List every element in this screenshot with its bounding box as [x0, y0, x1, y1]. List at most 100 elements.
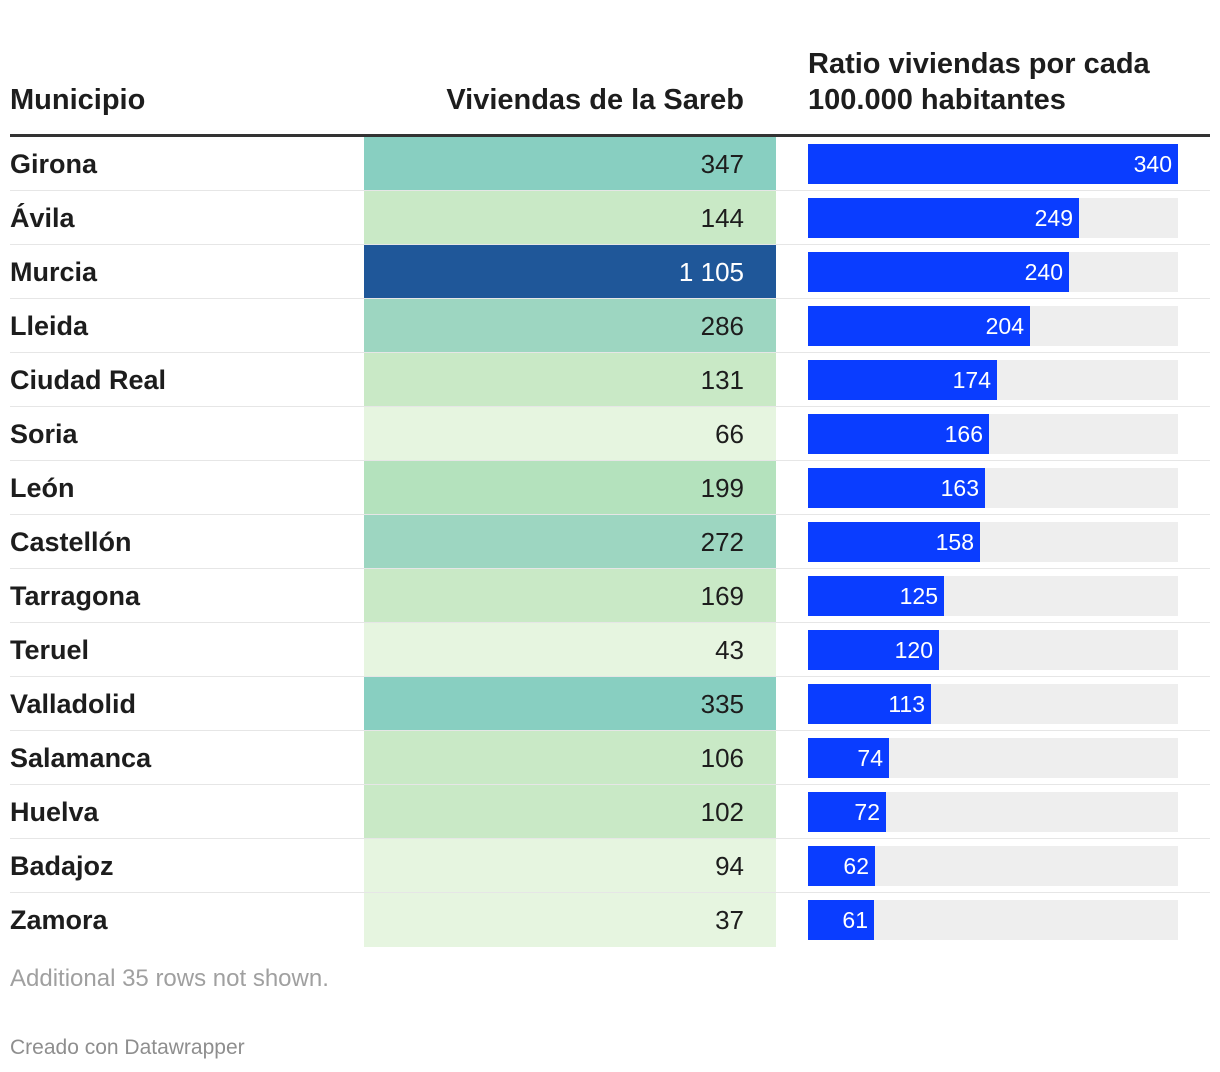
viviendas-heat-cell: 1 105 — [364, 245, 776, 299]
municipio-cell: Girona — [10, 149, 98, 179]
viviendas-value: 335 — [700, 689, 744, 719]
municipio-cell: Ávila — [10, 203, 75, 233]
row-divider — [10, 730, 1210, 731]
ratio-bar: 61 — [808, 900, 874, 940]
municipio-cell: Tarragona — [10, 581, 141, 611]
municipio-cell: Zamora — [10, 905, 108, 935]
row-divider — [10, 460, 1210, 461]
ratio-value: 62 — [843, 853, 869, 879]
ratio-value: 240 — [1024, 259, 1063, 285]
header-ratio: Ratio viviendas por cada 100.000 habitan… — [808, 46, 1208, 118]
municipio-cell: Badajoz — [10, 851, 114, 881]
viviendas-value: 286 — [700, 311, 744, 341]
ratio-bar: 204 — [808, 306, 1030, 346]
municipio-cell: Soria — [10, 419, 78, 449]
row-divider — [10, 892, 1210, 893]
ratio-bar-track: 125 — [808, 576, 1178, 616]
ratio-value: 125 — [899, 583, 938, 609]
viviendas-heat-cell: 131 — [364, 353, 776, 407]
ratio-bar: 72 — [808, 792, 886, 832]
table-row: Huelva 102 72 — [0, 785, 1220, 839]
viviendas-heat-cell: 43 — [364, 623, 776, 677]
row-divider — [10, 676, 1210, 677]
viviendas-value: 94 — [715, 851, 744, 881]
header-ratio-line1: Ratio viviendas por cada — [808, 48, 1150, 80]
ratio-value: 72 — [854, 799, 880, 825]
header-ratio-line2: 100.000 habitantes — [808, 84, 1066, 116]
municipio-cell: Teruel — [10, 635, 90, 665]
table-row: Badajoz 94 62 — [0, 839, 1220, 893]
table-row: Teruel 43 120 — [0, 623, 1220, 677]
municipio-cell: León — [10, 473, 75, 503]
ratio-bar-track: 62 — [808, 846, 1178, 886]
row-divider — [10, 298, 1210, 299]
viviendas-value: 347 — [700, 149, 744, 179]
ratio-bar-track: 163 — [808, 468, 1178, 508]
ratio-value: 174 — [952, 367, 991, 393]
viviendas-heat-cell: 102 — [364, 785, 776, 839]
row-divider — [10, 622, 1210, 623]
row-divider — [10, 514, 1210, 515]
viviendas-heat-cell: 106 — [364, 731, 776, 785]
ratio-bar-track: 72 — [808, 792, 1178, 832]
table-row: Valladolid 335 113 — [0, 677, 1220, 731]
viviendas-value: 106 — [700, 743, 744, 773]
viviendas-value: 169 — [700, 581, 744, 611]
ratio-bar: 120 — [808, 630, 939, 670]
ratio-bar-track: 61 — [808, 900, 1178, 940]
row-divider — [10, 190, 1210, 191]
ratio-bar-track: 74 — [808, 738, 1178, 778]
table-row: Girona 347 340 — [0, 137, 1220, 191]
row-divider — [10, 838, 1210, 839]
row-divider — [10, 784, 1210, 785]
row-divider — [10, 568, 1210, 569]
ratio-bar-track: 249 — [808, 198, 1178, 238]
ratio-bar: 166 — [808, 414, 989, 454]
viviendas-value: 102 — [700, 797, 744, 827]
ratio-value: 74 — [857, 745, 883, 771]
table-row: Ciudad Real 131 174 — [0, 353, 1220, 407]
viviendas-heat-cell: 169 — [364, 569, 776, 623]
viviendas-heat-cell: 347 — [364, 137, 776, 191]
viviendas-heat-cell: 335 — [364, 677, 776, 731]
ratio-value: 249 — [1034, 205, 1073, 231]
viviendas-value: 272 — [700, 527, 744, 557]
table-row: Ávila 144 249 — [0, 191, 1220, 245]
table-row: Lleida 286 204 — [0, 299, 1220, 353]
table-row: Salamanca 106 74 — [0, 731, 1220, 785]
ratio-bar: 240 — [808, 252, 1069, 292]
viviendas-heat-cell: 272 — [364, 515, 776, 569]
ratio-bar-track: 204 — [808, 306, 1178, 346]
viviendas-value: 144 — [700, 203, 744, 233]
ratio-value: 166 — [944, 421, 983, 447]
municipio-cell: Murcia — [10, 257, 98, 287]
datawrapper-credit: Creado con Datawrapper — [10, 1036, 245, 1059]
ratio-value: 113 — [888, 691, 925, 717]
ratio-bar-track: 174 — [808, 360, 1178, 400]
viviendas-value: 199 — [700, 473, 744, 503]
ratio-bar: 158 — [808, 522, 980, 562]
municipio-cell: Huelva — [10, 797, 99, 827]
municipio-cell: Ciudad Real — [10, 365, 167, 395]
municipio-cell: Castellón — [10, 527, 132, 557]
ratio-bar-track: 240 — [808, 252, 1178, 292]
ratio-bar: 74 — [808, 738, 889, 778]
table-row: Soria 66 166 — [0, 407, 1220, 461]
ratio-bar-track: 113 — [808, 684, 1178, 724]
table-row: León 199 163 — [0, 461, 1220, 515]
ratio-bar: 340 — [808, 144, 1178, 184]
viviendas-heat-cell: 144 — [364, 191, 776, 245]
ratio-value: 163 — [940, 475, 979, 501]
viviendas-heat-cell: 199 — [364, 461, 776, 515]
viviendas-heat-cell: 286 — [364, 299, 776, 353]
ratio-bar: 62 — [808, 846, 875, 886]
rows-not-shown-note: Additional 35 rows not shown. — [10, 965, 329, 992]
header-divider — [10, 134, 1210, 137]
row-divider — [10, 352, 1210, 353]
ratio-bar-track: 120 — [808, 630, 1178, 670]
municipio-cell: Lleida — [10, 311, 89, 341]
viviendas-value: 66 — [715, 419, 744, 449]
municipio-cell: Valladolid — [10, 689, 137, 719]
row-divider — [10, 244, 1210, 245]
viviendas-value: 37 — [715, 905, 744, 935]
